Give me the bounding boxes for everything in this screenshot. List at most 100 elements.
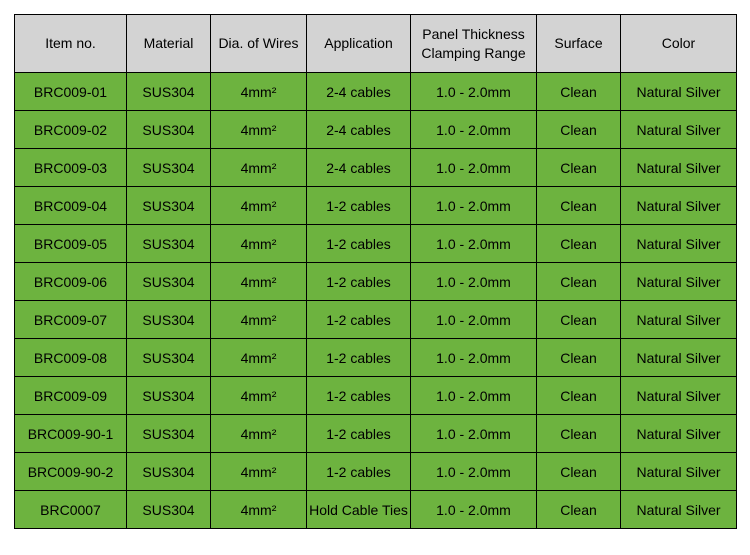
col-header-application: Application <box>307 15 411 73</box>
table-cell: Clean <box>537 187 621 225</box>
table-cell: 1-2 cables <box>307 415 411 453</box>
table-body: BRC009-01SUS3044mm²2-4 cables1.0 - 2.0mm… <box>15 73 737 529</box>
table-cell: SUS304 <box>127 491 211 529</box>
col-header-item-no: Item no. <box>15 15 127 73</box>
table-cell: 1.0 - 2.0mm <box>411 111 537 149</box>
table-row: BRC009-03SUS3044mm²2-4 cables1.0 - 2.0mm… <box>15 149 737 187</box>
table-cell: BRC009-90-2 <box>15 453 127 491</box>
table-row: BRC009-07SUS3044mm²1-2 cables1.0 - 2.0mm… <box>15 301 737 339</box>
table-cell: 1.0 - 2.0mm <box>411 263 537 301</box>
table-cell: Clean <box>537 263 621 301</box>
col-header-panel-thickness: Panel ThicknessClamping Range <box>411 15 537 73</box>
table-cell: SUS304 <box>127 301 211 339</box>
table-cell: 4mm² <box>211 225 307 263</box>
table-cell: 1.0 - 2.0mm <box>411 377 537 415</box>
table-cell: 4mm² <box>211 301 307 339</box>
table-cell: Natural Silver <box>621 111 737 149</box>
table-cell: Hold Cable Ties <box>307 491 411 529</box>
table-cell: 1.0 - 2.0mm <box>411 149 537 187</box>
table-cell: 4mm² <box>211 73 307 111</box>
table-cell: Clean <box>537 111 621 149</box>
col-header-color: Color <box>621 15 737 73</box>
table-cell: BRC009-05 <box>15 225 127 263</box>
table-cell: BRC009-90-1 <box>15 415 127 453</box>
table-cell: 4mm² <box>211 491 307 529</box>
table-cell: Natural Silver <box>621 149 737 187</box>
table-cell: Natural Silver <box>621 339 737 377</box>
table-cell: 4mm² <box>211 187 307 225</box>
table-cell: BRC009-04 <box>15 187 127 225</box>
table-cell: 1.0 - 2.0mm <box>411 225 537 263</box>
table-cell: 2-4 cables <box>307 111 411 149</box>
table-row: BRC009-08SUS3044mm²1-2 cables1.0 - 2.0mm… <box>15 339 737 377</box>
table-cell: BRC009-03 <box>15 149 127 187</box>
table-cell: 1.0 - 2.0mm <box>411 491 537 529</box>
table-cell: 4mm² <box>211 415 307 453</box>
table-cell: 4mm² <box>211 339 307 377</box>
col-header-material: Material <box>127 15 211 73</box>
table-cell: 1.0 - 2.0mm <box>411 187 537 225</box>
table-cell: 1.0 - 2.0mm <box>411 73 537 111</box>
table-cell: Clean <box>537 453 621 491</box>
table-cell: 1-2 cables <box>307 377 411 415</box>
table-cell: 4mm² <box>211 377 307 415</box>
table-cell: BRC009-09 <box>15 377 127 415</box>
table-cell: Natural Silver <box>621 225 737 263</box>
table-cell: SUS304 <box>127 187 211 225</box>
table-cell: Clean <box>537 377 621 415</box>
table-cell: SUS304 <box>127 415 211 453</box>
table-cell: SUS304 <box>127 111 211 149</box>
table-cell: Natural Silver <box>621 453 737 491</box>
table-row: BRC009-02SUS3044mm²2-4 cables1.0 - 2.0mm… <box>15 111 737 149</box>
table-cell: 1-2 cables <box>307 263 411 301</box>
table-cell: Clean <box>537 415 621 453</box>
table-row: BRC009-05SUS3044mm²1-2 cables1.0 - 2.0mm… <box>15 225 737 263</box>
table-cell: 1.0 - 2.0mm <box>411 339 537 377</box>
table-cell: SUS304 <box>127 339 211 377</box>
table-row: BRC009-90-2SUS3044mm²1-2 cables1.0 - 2.0… <box>15 453 737 491</box>
table-cell: Clean <box>537 339 621 377</box>
table-cell: Clean <box>537 491 621 529</box>
table-row: BRC009-09SUS3044mm²1-2 cables1.0 - 2.0mm… <box>15 377 737 415</box>
table-row: BRC009-04SUS3044mm²1-2 cables1.0 - 2.0mm… <box>15 187 737 225</box>
table-cell: SUS304 <box>127 453 211 491</box>
table-cell: 2-4 cables <box>307 149 411 187</box>
table-cell: Clean <box>537 73 621 111</box>
table-cell: 1-2 cables <box>307 187 411 225</box>
table-cell: 4mm² <box>211 263 307 301</box>
table-cell: Clean <box>537 149 621 187</box>
table-cell: SUS304 <box>127 149 211 187</box>
table-row: BRC009-01SUS3044mm²2-4 cables1.0 - 2.0mm… <box>15 73 737 111</box>
table-cell: 4mm² <box>211 453 307 491</box>
table-cell: 2-4 cables <box>307 73 411 111</box>
table-cell: SUS304 <box>127 73 211 111</box>
table-row: BRC009-90-1SUS3044mm²1-2 cables1.0 - 2.0… <box>15 415 737 453</box>
table-cell: 4mm² <box>211 111 307 149</box>
table-header-row: Item no. Material Dia. of Wires Applicat… <box>15 15 737 73</box>
table-cell: Natural Silver <box>621 263 737 301</box>
table-cell: 4mm² <box>211 149 307 187</box>
table-cell: Natural Silver <box>621 301 737 339</box>
table-cell: Clean <box>537 225 621 263</box>
table-cell: SUS304 <box>127 377 211 415</box>
table-row: BRC009-06SUS3044mm²1-2 cables1.0 - 2.0mm… <box>15 263 737 301</box>
table-cell: 1-2 cables <box>307 225 411 263</box>
col-header-dia-wires: Dia. of Wires <box>211 15 307 73</box>
table-cell: SUS304 <box>127 225 211 263</box>
table-cell: 1-2 cables <box>307 453 411 491</box>
table-cell: 1-2 cables <box>307 339 411 377</box>
table-row: BRC0007SUS3044mm²Hold Cable Ties1.0 - 2.… <box>15 491 737 529</box>
table-cell: SUS304 <box>127 263 211 301</box>
table-cell: BRC009-01 <box>15 73 127 111</box>
table-cell: BRC009-07 <box>15 301 127 339</box>
table-cell: BRC009-02 <box>15 111 127 149</box>
table-cell: 1-2 cables <box>307 301 411 339</box>
table-cell: 1.0 - 2.0mm <box>411 415 537 453</box>
table-cell: BRC009-06 <box>15 263 127 301</box>
table-cell: Natural Silver <box>621 73 737 111</box>
table-cell: Natural Silver <box>621 377 737 415</box>
table-cell: BRC0007 <box>15 491 127 529</box>
table-cell: Natural Silver <box>621 491 737 529</box>
table-cell: BRC009-08 <box>15 339 127 377</box>
table-cell: Natural Silver <box>621 415 737 453</box>
